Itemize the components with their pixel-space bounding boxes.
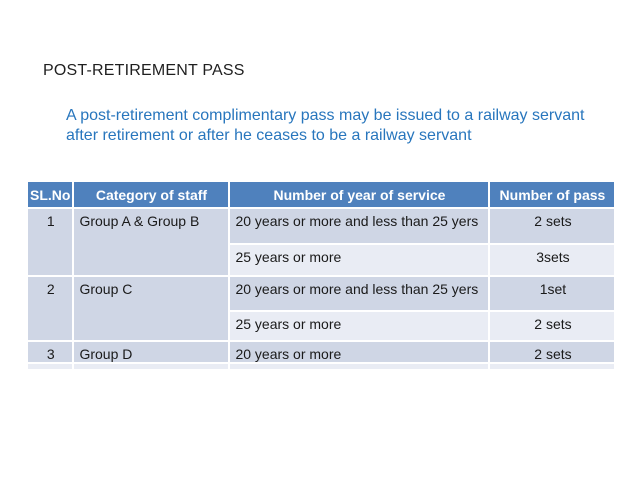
cell-sl: 2: [28, 277, 73, 340]
header-cell-service: Number of year of service: [230, 182, 489, 207]
table-row: 1 Group A & Group B 20 years or more and…: [28, 209, 615, 275]
cell-pass: 1set: [490, 277, 615, 310]
cell-pass: 3sets: [490, 245, 615, 275]
cell-pass: 2 sets: [490, 342, 615, 362]
table-header-row: SL.No Category of staff Number of year o…: [28, 182, 615, 207]
cell-category: Group D: [74, 342, 229, 362]
subtitle-line-2: after retirement or after he ceases to b…: [66, 127, 472, 144]
header-cell-category: Category of staff: [74, 182, 229, 207]
cell-category: Group A & Group B: [74, 209, 229, 275]
table-row: 2 Group C 20 years or more and less than…: [28, 277, 615, 340]
cell-sl: 3: [28, 342, 73, 362]
cell-service: 25 years or more: [230, 312, 489, 340]
cell-pass: 2 sets: [490, 209, 615, 243]
header-cell-pass: Number of pass: [490, 182, 615, 207]
cell-service: 25 years or more: [230, 245, 489, 275]
slide-subtitle: A post-retirement complimentary pass may…: [66, 106, 584, 146]
strip-cell: [490, 364, 615, 369]
staff-pass-table: SL.No Category of staff Number of year o…: [26, 180, 616, 371]
strip-cell: [230, 364, 489, 369]
cell-service: 20 years or more: [230, 342, 489, 362]
strip-cell: [28, 364, 73, 369]
cell-pass: 2 sets: [490, 312, 615, 340]
header-cell-slno: SL.No: [28, 182, 73, 207]
table-row: 3 Group D 20 years or more 2 sets: [28, 342, 615, 362]
cell-sl: 1: [28, 209, 73, 275]
table-row: 25 years or more 3sets: [28, 245, 615, 275]
cell-service: 20 years or more and less than 25 yers: [230, 209, 489, 243]
cell-service: 20 years or more and less than 25 yers: [230, 277, 489, 310]
cell-category: Group C: [74, 277, 229, 340]
subtitle-line-1: A post-retirement complimentary pass may…: [66, 107, 585, 124]
page-title: POST-RETIREMENT PASS: [43, 62, 245, 79]
table-row: 25 years or more 2 sets: [28, 312, 615, 340]
table-bottom-strip: [28, 364, 615, 369]
strip-cell: [74, 364, 229, 369]
